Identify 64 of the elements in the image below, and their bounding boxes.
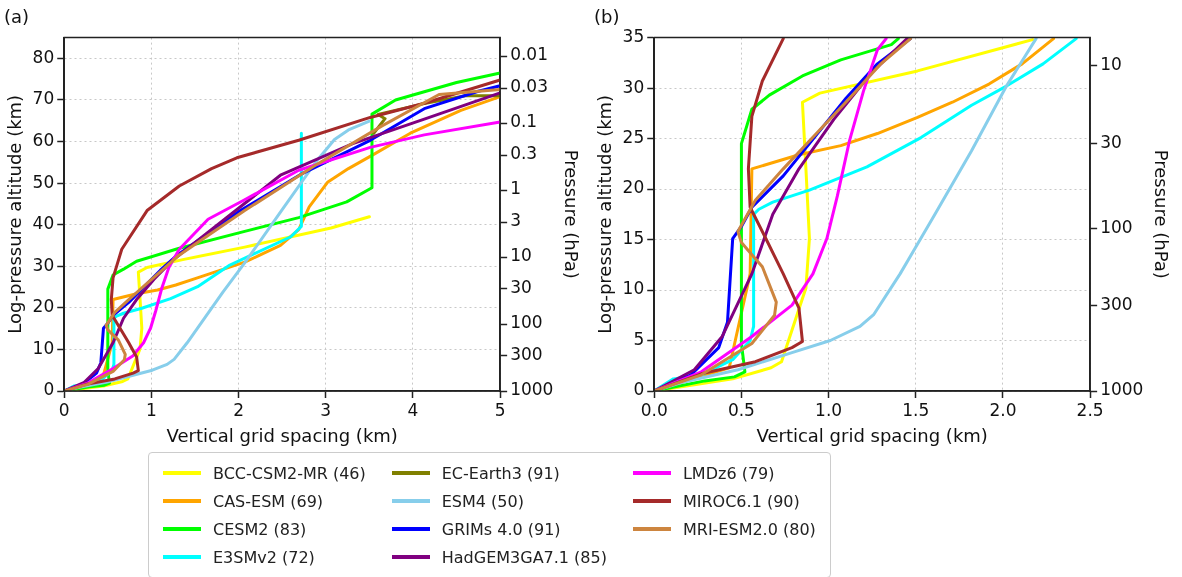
y-tick-label: 80 [32, 46, 55, 67]
legend-label: HadGEM3GA7.1 (85) [441, 547, 607, 567]
y-tick-label: 10 [622, 278, 645, 299]
legend-label: CESM2 (83) [213, 519, 307, 539]
legend-label: E3SMv2 (72) [213, 547, 315, 567]
legend-label: BCC-CSM2-MR (46) [213, 463, 366, 483]
legend-label: CAS-ESM (69) [213, 491, 324, 511]
x-tick-label: 0.5 [727, 399, 755, 420]
x-tick-label: 3 [320, 399, 332, 420]
legend-label: GRIMs 4.0 (91) [441, 519, 561, 539]
y-tick-label: 35 [622, 26, 645, 47]
y-tick-label: 30 [622, 76, 645, 97]
y-tick-label: 70 [32, 88, 55, 109]
x-tick-label: 4 [407, 399, 419, 420]
legend-label: EC-Earth3 (91) [441, 463, 560, 483]
y-tick-label: 0 [43, 379, 55, 400]
legend-label: MRI-ESM2.0 (80) [682, 519, 816, 539]
chart-title: (b) [594, 6, 620, 28]
y2-tick-label: 0.1 [510, 111, 538, 132]
y-tick-label: 60 [32, 129, 55, 150]
y-tick-label: 50 [32, 171, 55, 192]
y2-tick-label: 10 [510, 245, 532, 266]
y2-tick-label: 0.03 [510, 76, 548, 97]
x-tick-label: 0.0 [640, 399, 668, 420]
y2-axis-title: Pressure (hPa) [1150, 149, 1172, 279]
y2-tick-label: 300 [510, 344, 543, 365]
y2-axis-title: Pressure (hPa) [560, 149, 582, 279]
x-tick-label: 5 [494, 399, 506, 420]
y-tick-label: 5 [633, 328, 645, 349]
y2-tick-label: 0.3 [510, 143, 538, 164]
x-tick-label: 1 [146, 399, 157, 420]
y-tick-label: 20 [32, 296, 55, 317]
y2-tick-label: 300 [1100, 294, 1133, 315]
x-tick-label: 0 [58, 399, 70, 420]
x-tick-label: 2.0 [989, 399, 1017, 420]
chart-title: (a) [4, 6, 30, 28]
y2-tick-label: 3 [510, 210, 521, 231]
y2-tick-label: 30 [1100, 131, 1122, 152]
y-tick-label: 40 [32, 213, 55, 234]
y-tick-label: 10 [32, 337, 55, 358]
x-axis-title: Vertical grid spacing (km) [166, 424, 398, 446]
x-tick-label: 2 [233, 399, 245, 420]
y2-tick-label: 10 [1100, 53, 1122, 74]
y-tick-label: 15 [622, 227, 645, 248]
y2-tick-label: 100 [510, 312, 543, 333]
x-tick-label: 1.5 [902, 399, 930, 420]
y2-tick-label: 1000 [1100, 379, 1144, 400]
y-tick-label: 0 [633, 379, 645, 400]
x-tick-label: 2.5 [1076, 399, 1104, 420]
y-tick-label: 20 [622, 177, 645, 198]
x-axis-title: Vertical grid spacing (km) [756, 424, 988, 446]
y-tick-label: 25 [622, 126, 645, 147]
legend-label: ESM4 (50) [441, 491, 524, 511]
y2-tick-label: 0.01 [510, 44, 548, 65]
y2-tick-label: 30 [510, 277, 532, 298]
y2-tick-label: 1000 [510, 379, 554, 400]
y-axis-title: Log-pressure altitude (km) [4, 94, 26, 334]
legend-label: LMDz6 (79) [682, 463, 775, 483]
legend-label: MIROC6.1 (90) [682, 491, 800, 511]
x-tick-label: 1.0 [815, 399, 843, 420]
y-tick-label: 30 [32, 254, 55, 275]
y-axis-title: Log-pressure altitude (km) [594, 94, 616, 334]
y2-tick-label: 100 [1100, 216, 1133, 237]
y2-tick-label: 1 [510, 178, 521, 199]
